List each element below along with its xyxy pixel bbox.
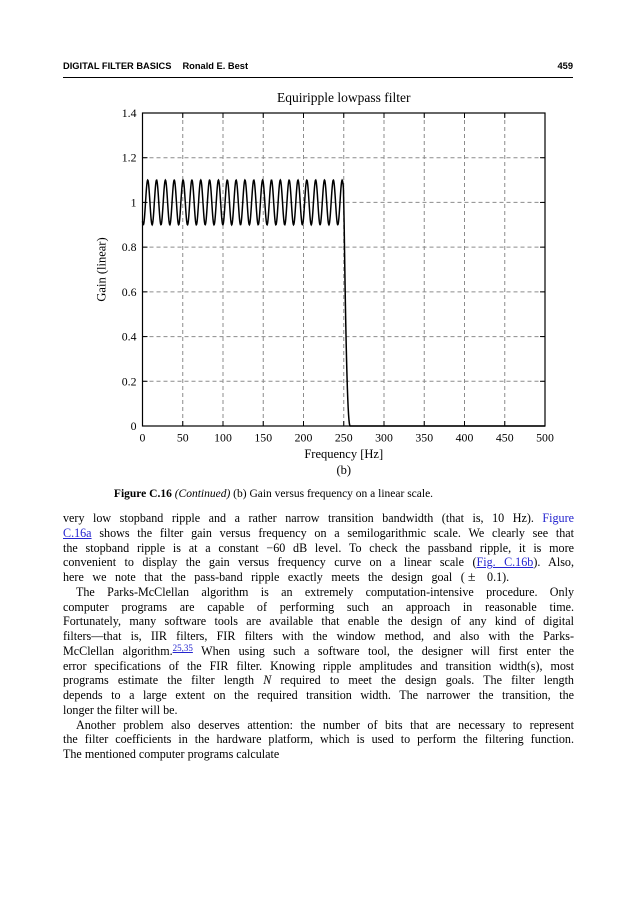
svg-text:Gain (linear): Gain (linear)	[95, 237, 109, 301]
figure-caption: Figure C.16 (Continued) (b) Gain versus …	[63, 488, 484, 500]
svg-text:150: 150	[254, 431, 272, 445]
text-segment: ±	[467, 570, 476, 585]
page-number: 459	[557, 61, 573, 71]
text-line: Fortunately, many software tools are ava…	[63, 614, 574, 629]
svg-text:0.4: 0.4	[122, 330, 137, 344]
reference-link[interactable]: C.16a	[63, 525, 92, 540]
text-segment: (Continued)	[174, 488, 231, 500]
svg-text:0.2: 0.2	[122, 374, 137, 388]
svg-text:500: 500	[536, 431, 554, 445]
text-segment: the filter coefficients in the hardware …	[63, 732, 574, 747]
text-segment: the stopband ripple is at a constant −60…	[63, 540, 574, 555]
gain-vs-frequency-chart: 0 50 100 150 200 250 300 350 400 450 500 0 0.2 0.4 0.6…	[95, 90, 554, 477]
running-title: DIGITAL FILTER BASICS Ronald E. Best	[63, 61, 248, 71]
text-segment: shows the filter gain versus frequency o…	[91, 525, 574, 540]
svg-text:450: 450	[496, 431, 514, 445]
text-segment: convenient to display the gain versus fr…	[63, 555, 477, 570]
text-segment: When using such a software tool, the des…	[192, 643, 575, 658]
text-segment: 0.1).	[478, 570, 510, 584]
reference-link[interactable]: Fig. C.16b	[476, 555, 534, 570]
text-line: C.16a shows the filter gain versus frequ…	[63, 526, 574, 541]
text-segment: longer the filter will be.	[63, 702, 178, 717]
text-line: error specifications of the FIR filter. …	[63, 659, 574, 674]
text-line: the stopband ripple is at a constant −60…	[63, 541, 574, 556]
text-line: the filter coefficients in the hardware …	[63, 732, 574, 747]
text-line: convenient to display the gain versus fr…	[63, 555, 574, 570]
text-segment: Another problem also deserves attention:…	[76, 717, 574, 732]
text-segment: filters—that is, IIR filters, FIR filter…	[63, 629, 574, 643]
svg-text:200: 200	[295, 431, 313, 445]
text-segment: (b) Gain versus frequency on a linear sc…	[230, 488, 434, 500]
svg-text:1.2: 1.2	[122, 151, 137, 165]
svg-text:0.8: 0.8	[122, 240, 137, 254]
svg-text:Frequency [Hz]: Frequency [Hz]	[304, 447, 383, 461]
svg-text:Equiripple lowpass filter: Equiripple lowpass filter	[277, 90, 411, 105]
text-segment: ). Also,	[533, 555, 574, 570]
text-line: longer the filter will be.	[63, 703, 574, 718]
text-line: The Parks-McClellan algorithm is an extr…	[63, 585, 574, 600]
svg-text:1.4: 1.4	[122, 106, 137, 120]
text-segment: error specifications of the FIR filter. …	[63, 658, 574, 673]
author: Ronald E. Best	[182, 61, 249, 71]
text-segment: The mentioned computer programs calculat…	[63, 747, 280, 761]
svg-text:50: 50	[177, 431, 189, 445]
text-line: filters—that is, IIR filters, FIR filter…	[63, 629, 574, 644]
text-segment: N	[263, 673, 272, 688]
reference-link[interactable]: 25,35	[172, 643, 193, 654]
text-segment: computer programs are capable of perform…	[63, 599, 574, 614]
text-segment: required to meet the design goals. The f…	[271, 673, 574, 688]
text-segment: McClellan algorithm.	[63, 643, 173, 658]
svg-text:1: 1	[131, 195, 137, 209]
text-line: programs estimate the filter length N re…	[63, 673, 574, 688]
text-line: Another problem also deserves attention:…	[63, 718, 574, 733]
text-segment: The Parks-McClellan algorithm is an extr…	[76, 584, 574, 599]
header-rule	[63, 77, 573, 78]
svg-text:100: 100	[214, 431, 232, 445]
svg-text:350: 350	[415, 431, 433, 445]
text-line: here we note that the pass-band ripple e…	[63, 570, 574, 585]
text-segment: programs estimate the filter length	[63, 673, 264, 688]
text-segment: very low stopband ripple and a rather na…	[63, 511, 543, 525]
text-line: very low stopband ripple and a rather na…	[63, 511, 574, 526]
svg-text:0.6: 0.6	[122, 285, 137, 299]
body-text: very low stopband ripple and a rather na…	[63, 511, 574, 762]
text-segment: Figure C.16	[113, 488, 175, 500]
text-segment: depends to a large extent on the require…	[63, 688, 574, 702]
text-line: McClellan algorithm.25,35 When using suc…	[63, 643, 575, 659]
reference-link[interactable]: Figure	[542, 511, 574, 525]
svg-text:(b): (b)	[336, 463, 351, 477]
text-segment: here we note that the pass-band ripple e…	[63, 570, 465, 584]
figure-chart: 0 50 100 150 200 250 300 350 400 450 500 0 0.2 0.4 0.6…	[0, 85, 636, 485]
text-line: The mentioned computer programs calculat…	[63, 747, 574, 762]
svg-text:0: 0	[140, 431, 146, 445]
running-header: DIGITAL FILTER BASICS Ronald E. Best 459	[63, 61, 573, 71]
text-line: depends to a large extent on the require…	[63, 688, 574, 703]
svg-text:400: 400	[456, 431, 474, 445]
svg-text:250: 250	[335, 431, 353, 445]
book-title: DIGITAL FILTER BASICS	[63, 61, 172, 71]
text-line: computer programs are capable of perform…	[63, 600, 574, 615]
svg-text:300: 300	[375, 431, 393, 445]
text-segment: Fortunately, many software tools are ava…	[63, 614, 574, 629]
svg-text:0: 0	[131, 419, 137, 433]
